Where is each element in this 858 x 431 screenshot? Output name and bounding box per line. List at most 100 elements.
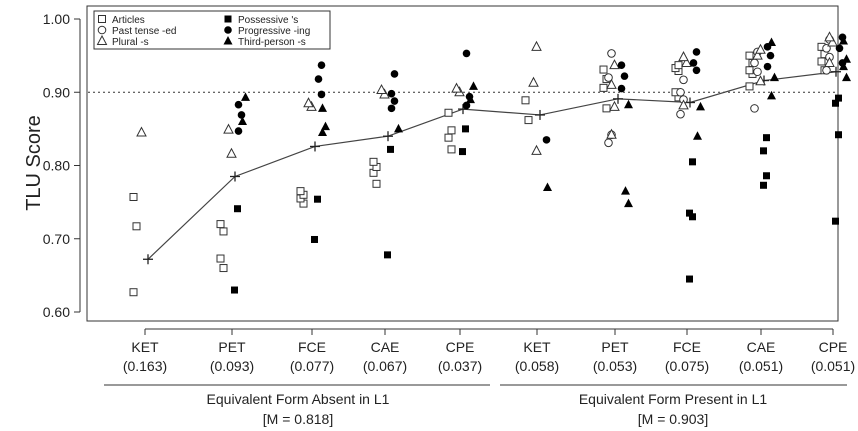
mean-polyline	[147, 71, 837, 260]
point-open-triangle	[678, 51, 689, 62]
mean-line	[143, 66, 841, 265]
x-tick-label: PET	[601, 339, 629, 355]
point-open-circle	[679, 75, 688, 85]
point-open-triangle	[681, 56, 692, 67]
point-open-triangle	[451, 82, 462, 93]
point-open-circle	[822, 65, 831, 75]
point-filled-circle	[317, 61, 326, 69]
point-filled-circle	[692, 48, 701, 56]
point-open-circle	[604, 138, 613, 148]
legend-label: Third-person -s	[238, 37, 306, 48]
point-filled-square	[686, 275, 693, 283]
x-axis: KET (0.163) PET (0.093) FCE (0.077) CAE (0.067)…	[123, 328, 855, 374]
point-open-circle	[607, 49, 616, 58]
x-tick-sublabel: (0.077)	[290, 358, 334, 374]
point-open-triangle	[223, 123, 234, 134]
point-filled-circle	[692, 66, 701, 75]
point-filled-triangle	[318, 103, 327, 112]
point-filled-triangle	[624, 99, 633, 109]
y-axis: 0.60 0.70 0.80 0.90 1.00	[43, 11, 81, 320]
legend-label: Past tense -ed	[112, 26, 176, 37]
point-open-triangle	[531, 40, 542, 51]
point-open-triangle	[531, 144, 542, 155]
point-filled-square	[384, 251, 391, 259]
point-open-triangle	[606, 78, 617, 89]
group-mean-label: [M = 0.903]	[638, 411, 708, 427]
point-open-triangle	[226, 147, 237, 158]
point-open-square	[447, 145, 456, 154]
point-filled-square	[832, 99, 839, 107]
x-tick-sublabel: (0.037)	[438, 358, 482, 374]
point-open-triangle	[824, 31, 835, 42]
point-open-square	[132, 222, 141, 231]
point-open-square	[216, 220, 225, 229]
point-filled-triangle	[321, 121, 330, 131]
point-filled-square	[234, 205, 241, 213]
legend-label: Plural -s	[112, 37, 149, 48]
point-open-square	[817, 57, 826, 66]
point-filled-square	[835, 94, 842, 102]
point-filled-circle	[617, 61, 626, 69]
point-filled-circle	[689, 59, 698, 67]
point-filled-circle	[314, 75, 323, 83]
point-filled-square	[689, 158, 696, 166]
x-tick-sublabel: (0.053)	[593, 358, 637, 374]
point-filled-square	[314, 195, 321, 203]
point-filled-circle	[766, 51, 775, 60]
group-mean-label: [M = 0.818]	[263, 411, 333, 427]
point-filled-triangle	[394, 123, 403, 133]
x-tick-sublabel: (0.058)	[515, 358, 559, 374]
point-open-square	[745, 51, 754, 60]
point-filled-square	[835, 131, 842, 139]
group-label: Equivalent Form Present in L1	[579, 391, 768, 407]
point-open-circle	[753, 67, 762, 77]
point-open-triangle	[606, 128, 617, 139]
legend-marker-filled-triangle	[223, 36, 233, 45]
point-open-square	[444, 108, 453, 117]
x-tick-sublabel: (0.093)	[210, 358, 254, 374]
point-open-circle	[604, 73, 613, 82]
point-filled-circle	[835, 44, 844, 53]
point-filled-triangle	[839, 35, 848, 45]
data-points	[129, 31, 851, 297]
point-open-square	[599, 65, 608, 74]
point-open-circle	[750, 104, 759, 113]
point-open-square	[219, 227, 228, 236]
group-labels: Equivalent Form Absent in L1 [M = 0.818] E…	[104, 384, 847, 427]
point-filled-circle	[617, 84, 626, 93]
point-open-circle	[676, 109, 685, 119]
point-filled-circle	[317, 90, 326, 99]
point-filled-triangle	[767, 90, 776, 100]
legend-label: Progressive -ing	[238, 26, 310, 37]
point-filled-triangle	[693, 131, 702, 140]
legend-marker-open-triangle	[96, 34, 108, 45]
group-label: Equivalent Form Absent in L1	[207, 391, 390, 407]
point-open-square	[674, 61, 683, 70]
x-tick-label: CPE	[819, 339, 848, 355]
x-tick-sublabel: (0.075)	[665, 358, 709, 374]
point-filled-circle	[763, 62, 772, 71]
point-filled-triangle	[238, 116, 247, 126]
y-tick-label: 0.70	[43, 231, 70, 247]
point-open-triangle	[303, 97, 314, 108]
x-tick-label: KET	[131, 339, 159, 355]
point-open-triangle	[827, 36, 838, 47]
x-tick-label: FCE	[673, 339, 701, 355]
point-open-square	[129, 288, 138, 297]
point-open-triangle	[678, 99, 689, 110]
point-open-square	[602, 104, 611, 113]
point-filled-circle	[390, 70, 399, 78]
point-filled-triangle	[318, 127, 327, 137]
point-open-square	[129, 192, 138, 201]
y-tick-label: 0.60	[43, 304, 70, 320]
point-filled-triangle	[241, 92, 250, 101]
point-filled-square	[311, 235, 318, 243]
point-open-square	[369, 157, 378, 166]
point-open-square	[219, 264, 228, 273]
x-tick-sublabel: (0.163)	[123, 358, 167, 374]
legend-label: Possessive 's	[238, 15, 298, 26]
point-open-square	[447, 126, 456, 135]
point-open-square	[216, 254, 225, 263]
point-filled-circle	[237, 111, 246, 119]
